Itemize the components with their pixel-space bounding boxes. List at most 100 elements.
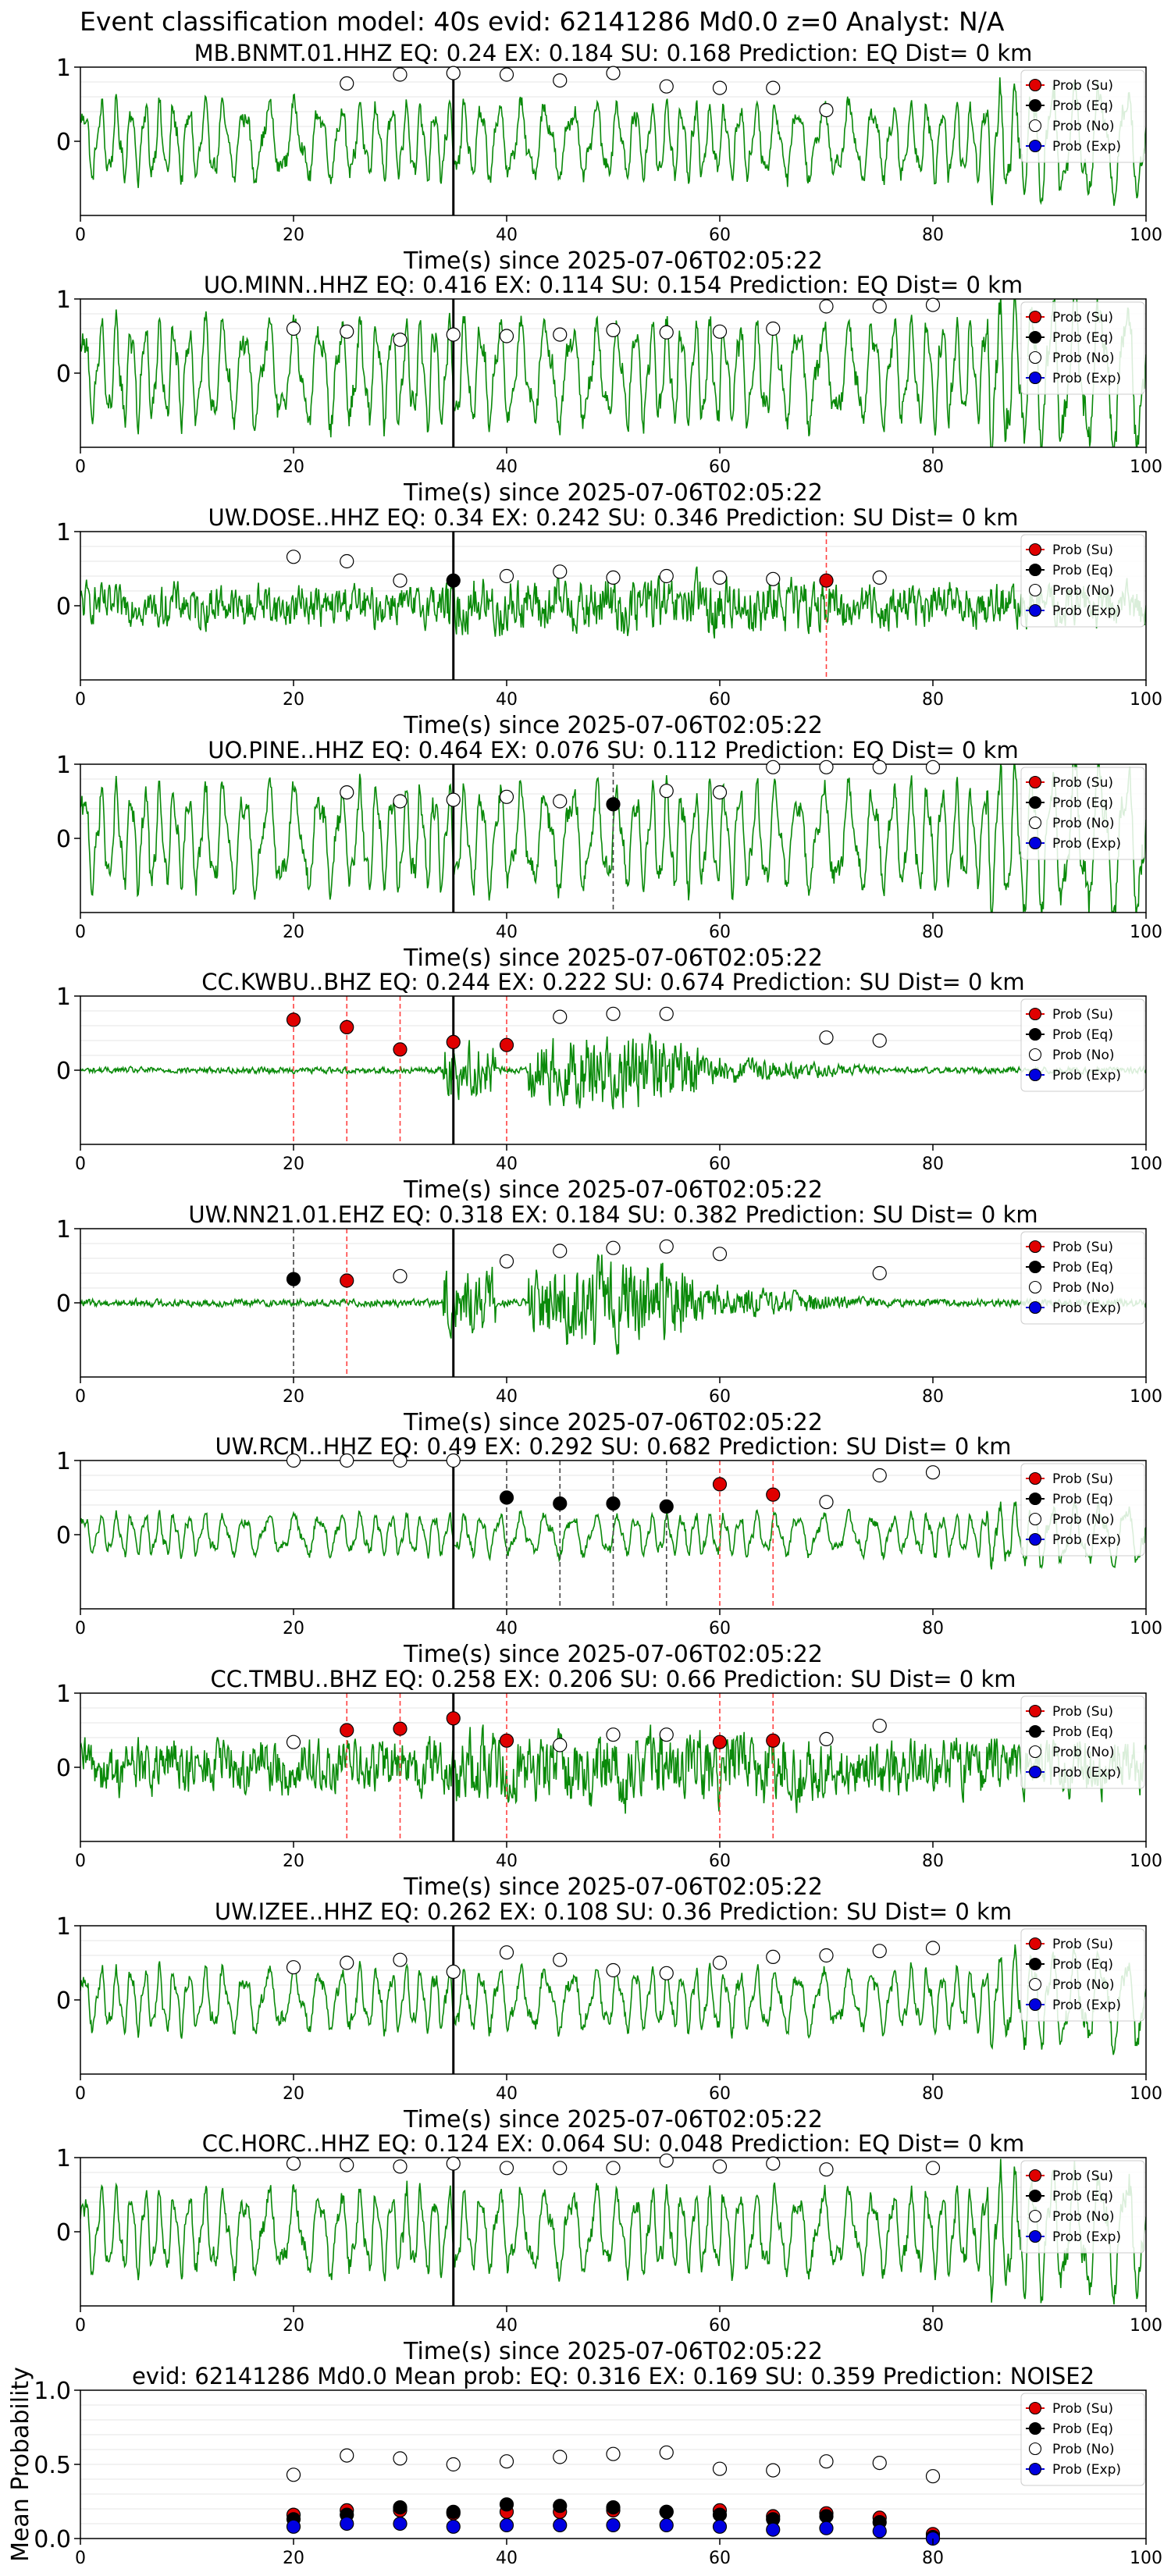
plot-area xyxy=(80,532,1146,680)
y-tick-label: 1 xyxy=(56,1216,71,1244)
prob-point-probno xyxy=(659,325,674,340)
prob-point-probno xyxy=(819,1030,834,1045)
x-axis-label: Time(s) since 2025-07-06T02:05:22 xyxy=(403,247,823,275)
y-tick-label: 0 xyxy=(56,593,71,621)
plot-area xyxy=(80,1944,1146,2055)
legend-marker xyxy=(1028,543,1042,557)
prob-point-probno xyxy=(872,760,887,774)
legend-marker xyxy=(1028,1471,1042,1485)
x-tick-label: 20 xyxy=(283,2316,304,2336)
prob-point-probno xyxy=(340,1453,354,1468)
prob-point-probeq xyxy=(606,2500,621,2515)
prob-point-probno xyxy=(606,322,621,337)
prob-point-probno xyxy=(872,1265,887,1281)
x-tick-label: 100 xyxy=(1130,923,1162,942)
legend-marker xyxy=(1028,2421,1042,2435)
y-tick-label: 1.0 xyxy=(34,2378,71,2405)
prob-point-probno xyxy=(340,785,354,800)
prob-point-probeq xyxy=(446,2504,461,2519)
x-tick-label: 100 xyxy=(1130,690,1162,710)
prob-point-probexp xyxy=(872,2524,887,2539)
prob-point-probno xyxy=(925,297,941,312)
x-tick-label: 0 xyxy=(75,2549,86,2568)
prob-point-probno xyxy=(393,573,408,588)
prob-point-probno xyxy=(446,792,461,807)
waveform-trace xyxy=(80,299,1146,447)
legend-marker xyxy=(1028,2209,1042,2223)
legend-label: Prob (Eq) xyxy=(1052,795,1113,811)
prob-point-probno xyxy=(606,66,621,80)
x-tick-label: 80 xyxy=(922,2549,944,2568)
panel-11: evid: 62141286 Md0.0 Mean prob: EQ: 0.31… xyxy=(7,2363,1162,2568)
y-tick-label: 1 xyxy=(56,752,71,779)
x-axis-label: Time(s) since 2025-07-06T02:05:22 xyxy=(403,945,823,972)
x-tick-label: 80 xyxy=(922,226,944,245)
legend-label: Prob (No) xyxy=(1052,2209,1115,2225)
legend-label: Prob (No) xyxy=(1052,1512,1115,1528)
prob-point-probeq xyxy=(659,1499,674,1514)
y-tick-label: 1 xyxy=(56,286,71,314)
prob-point-probno xyxy=(925,2469,941,2484)
legend-marker xyxy=(1028,1977,1042,1991)
y-tick-label: 0 xyxy=(56,361,71,388)
legend-marker xyxy=(1028,1048,1042,1062)
panel-title: evid: 62141286 Md0.0 Mean prob: EQ: 0.31… xyxy=(132,2363,1094,2389)
legend-marker xyxy=(1028,1745,1042,1759)
legend-label: Prob (Exp) xyxy=(1052,836,1121,852)
legend-marker xyxy=(1028,371,1042,385)
prob-point-probsu xyxy=(766,1487,781,1502)
x-axis-label: Time(s) since 2025-07-06T02:05:22 xyxy=(403,1409,823,1436)
x-tick-label: 80 xyxy=(922,1852,944,1871)
legend-marker xyxy=(1028,603,1042,617)
y-tick-label: 0 xyxy=(56,826,71,853)
x-tick-label: 80 xyxy=(922,690,944,710)
legend-marker xyxy=(1028,1937,1042,1951)
legend-marker xyxy=(1028,2169,1042,2183)
y-tick-label: 0.0 xyxy=(34,2526,71,2553)
y-tick-label: 0 xyxy=(56,1755,71,1782)
x-tick-label: 100 xyxy=(1130,226,1162,245)
legend-label: Prob (Exp) xyxy=(1052,2229,1121,2245)
legend-label: Prob (Eq) xyxy=(1052,2189,1113,2204)
legend-marker xyxy=(1028,816,1042,830)
prob-point-probeq xyxy=(712,2507,728,2522)
legend-box xyxy=(1020,998,1145,1092)
legend-box xyxy=(1020,301,1145,395)
x-tick-label: 60 xyxy=(709,690,731,710)
axes-frame xyxy=(80,531,1147,681)
y-tick-label: 0 xyxy=(56,1522,71,1550)
prob-point-probeq xyxy=(659,2504,674,2519)
waveform-trace xyxy=(80,764,1146,913)
panel-7: UW.RCM..HHZ EQ: 0.49 EX: 0.292 SU: 0.682… xyxy=(56,1433,1162,1668)
prob-point-probeq xyxy=(499,2497,514,2512)
x-tick-label: 20 xyxy=(283,226,304,245)
panel-title: CC.KWBU..BHZ EQ: 0.244 EX: 0.222 SU: 0.6… xyxy=(201,969,1024,995)
x-tick-label: 40 xyxy=(496,1852,518,1871)
prob-point-probno xyxy=(712,1955,728,1970)
prob-point-probsu xyxy=(340,1723,354,1738)
legend-label: Prob (No) xyxy=(1052,1280,1115,1296)
y-tick-label: 0 xyxy=(56,1987,71,2015)
prob-point-probno xyxy=(925,1465,941,1480)
x-tick-label: 0 xyxy=(75,457,86,477)
legend-marker xyxy=(1028,2442,1042,2456)
prob-point-probno xyxy=(393,67,408,82)
waveform-trace xyxy=(80,566,1146,639)
legend-box xyxy=(1020,1463,1145,1557)
legend-label: Prob (Su) xyxy=(1052,2401,1113,2417)
panel-6: UW.NN21.01.EHZ EQ: 0.318 EX: 0.184 SU: 0… xyxy=(56,1201,1162,1436)
legend-label: Prob (No) xyxy=(1052,119,1115,134)
legend-label: Prob (Exp) xyxy=(1052,603,1121,619)
x-axis-label: Time(s) since 2025-07-06T02:05:22 xyxy=(403,479,823,507)
prob-point-probno xyxy=(553,2161,568,2176)
x-tick-label: 0 xyxy=(75,1155,86,1174)
legend-marker xyxy=(1028,350,1042,365)
prob-point-probsu xyxy=(819,573,834,588)
prob-point-probexp xyxy=(499,2517,514,2532)
prob-point-probno xyxy=(606,1727,621,1742)
prob-point-probsu xyxy=(393,1721,408,1736)
x-tick-label: 60 xyxy=(709,2316,731,2336)
prob-point-probno xyxy=(712,324,728,339)
x-tick-label: 0 xyxy=(75,1619,86,1638)
waveform-trace xyxy=(80,1724,1146,1814)
